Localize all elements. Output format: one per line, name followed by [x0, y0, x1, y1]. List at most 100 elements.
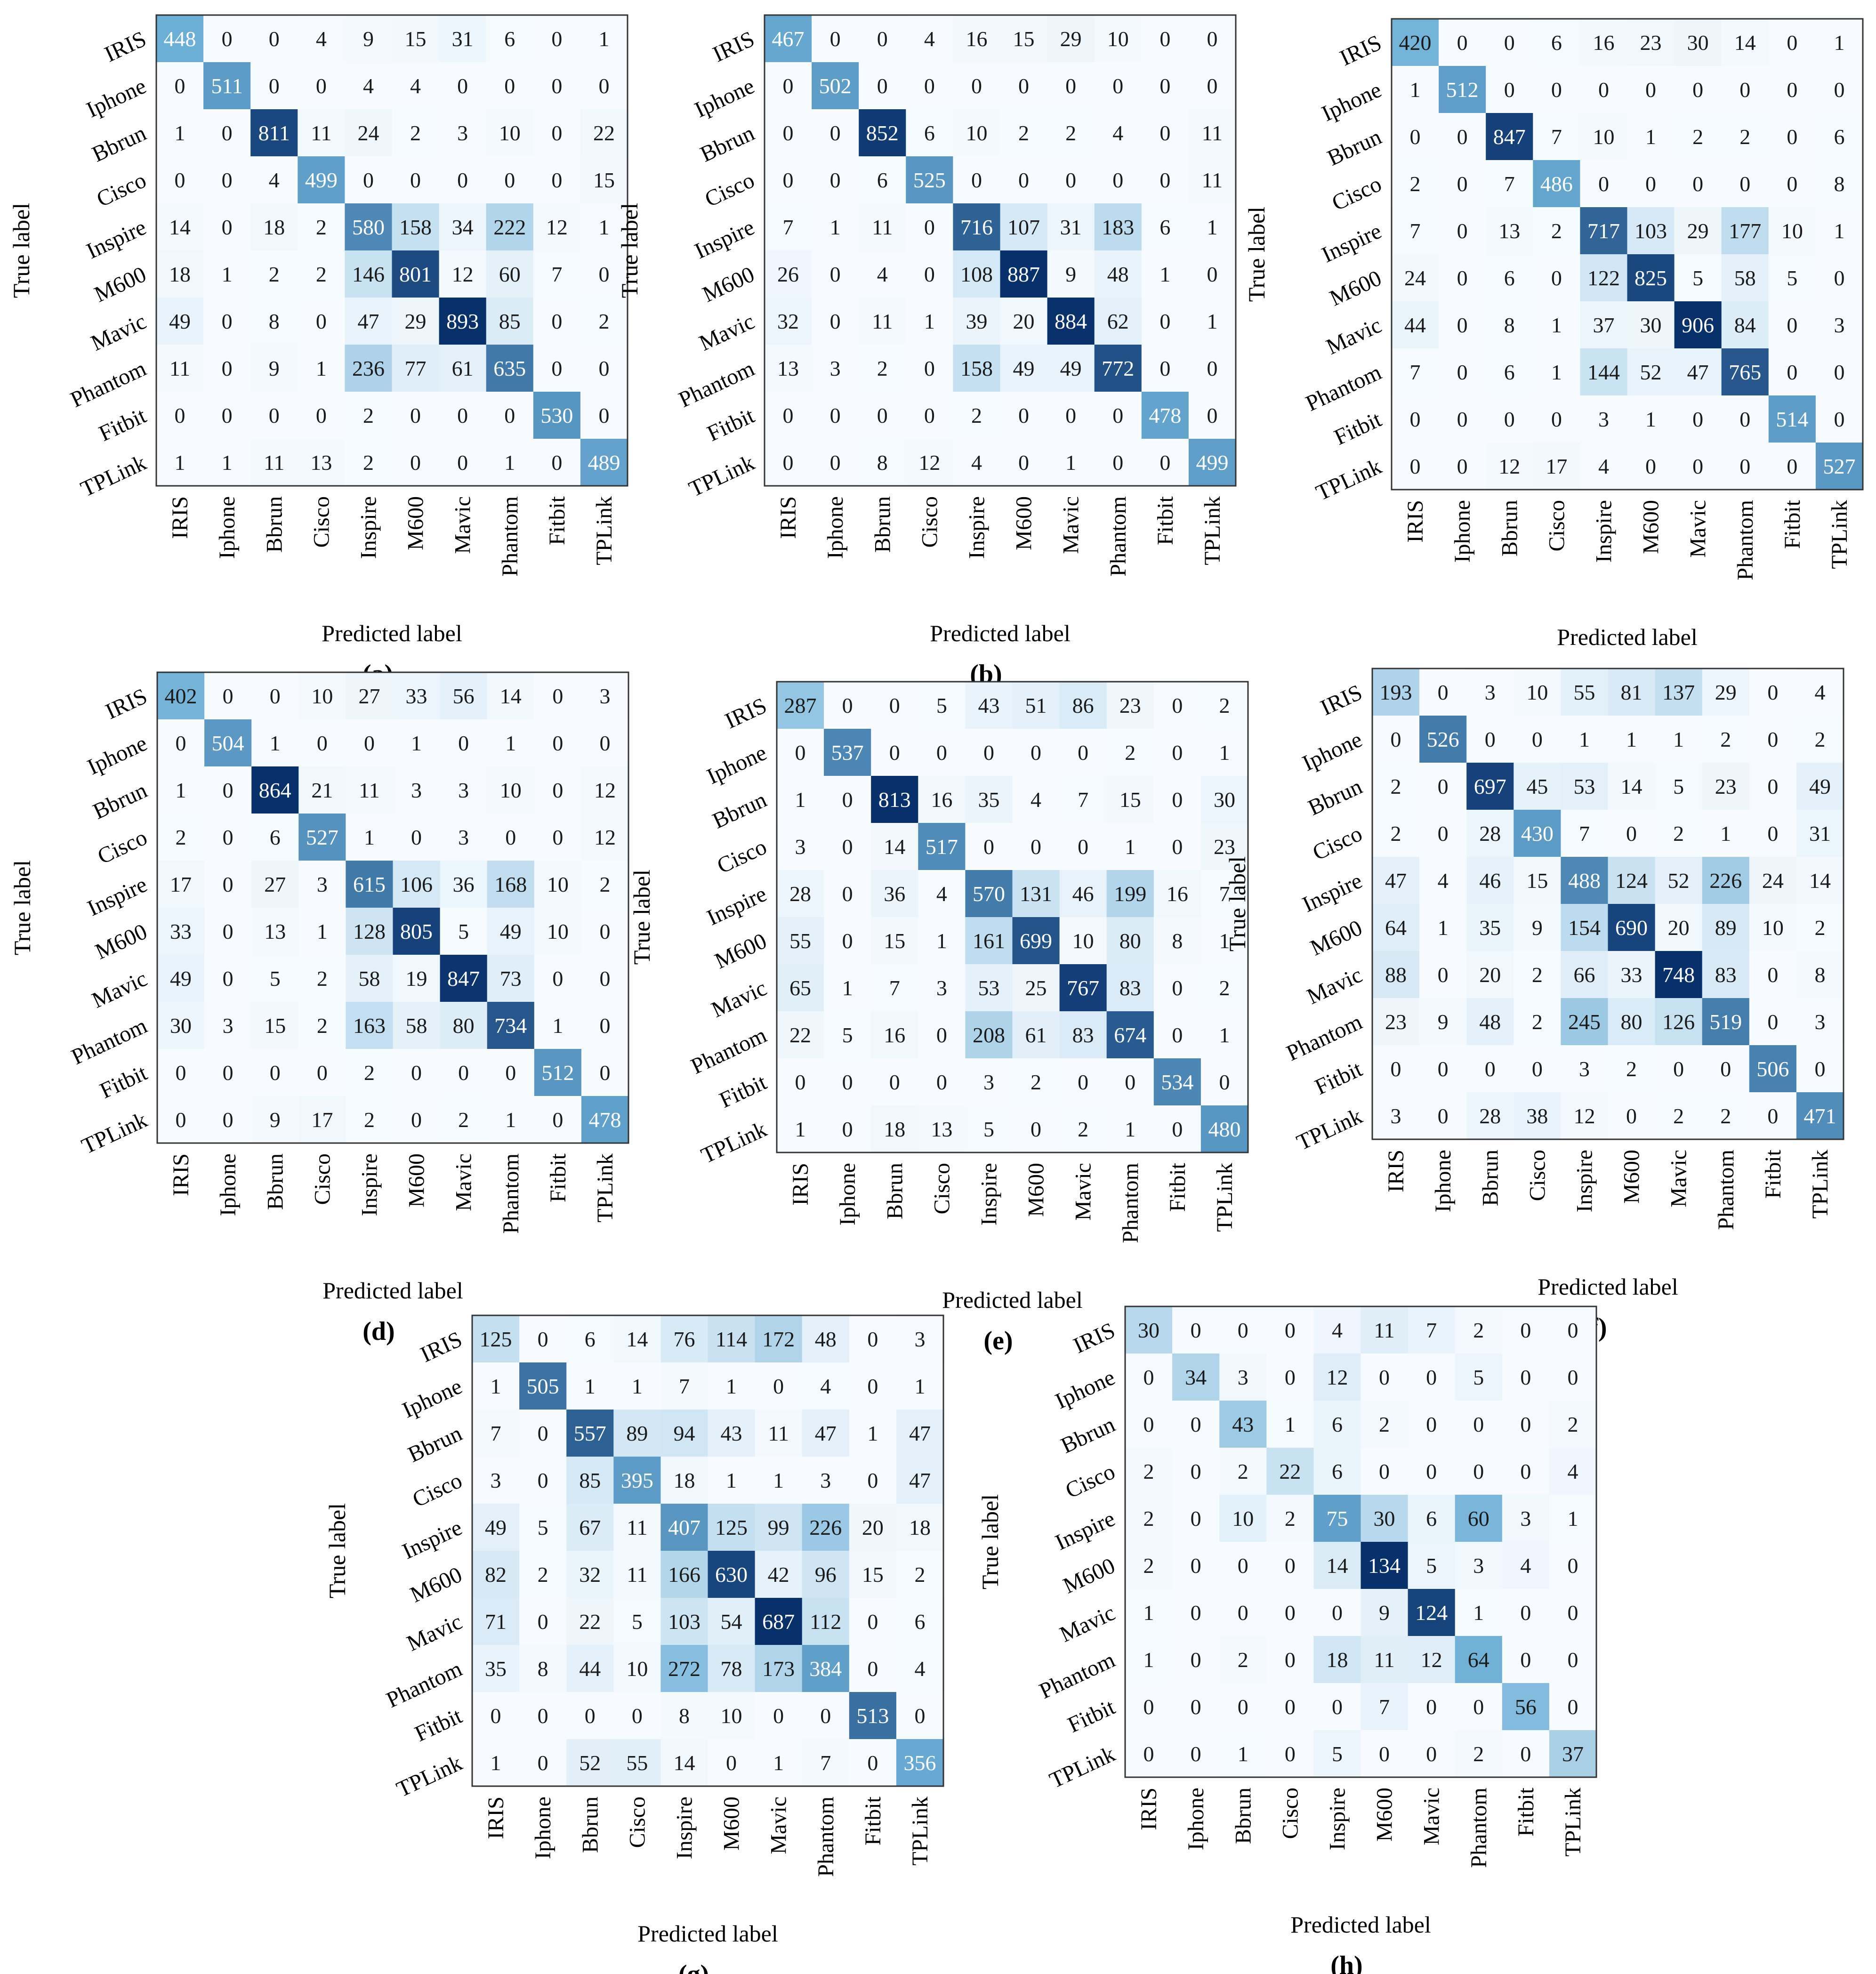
matrix-cell	[1815, 19, 1863, 66]
matrix-cell	[965, 870, 1013, 918]
matrix-cell	[1000, 345, 1048, 392]
cell-value-label: 82	[485, 1563, 507, 1587]
matrix-cell	[871, 682, 918, 729]
cell-value-label: 0	[317, 1061, 328, 1085]
cell-value-label: 0	[458, 1061, 469, 1085]
matrix-cell	[1533, 395, 1580, 443]
cell-value-label: 0	[820, 1704, 831, 1728]
matrix-cell	[1313, 1542, 1361, 1589]
matrix-cell	[472, 1410, 520, 1457]
cell-value-label: 47	[357, 309, 379, 333]
matrix-cell	[1266, 1401, 1314, 1448]
cell-value-label: 813	[878, 788, 911, 812]
matrix-cell	[1655, 810, 1703, 857]
cell-value-label: 7	[1078, 788, 1088, 812]
cell-value-label: 17	[1546, 454, 1567, 478]
matrix-cell	[566, 1362, 614, 1410]
cell-value-label: 0	[599, 919, 610, 943]
matrix-cell	[812, 15, 859, 63]
matrix-cell	[534, 908, 582, 955]
cell-value-label: 18	[673, 1468, 695, 1492]
matrix-cell	[802, 1551, 850, 1598]
matrix-cell	[251, 955, 299, 1002]
cell-value-label: 10	[966, 121, 987, 145]
cell-value-label: 47	[1687, 360, 1709, 384]
matrix-cell	[439, 62, 487, 110]
cell-value-label: 2	[1219, 976, 1230, 1000]
cell-value-label: 45	[1526, 774, 1548, 798]
cell-value-label: 717	[1587, 219, 1620, 243]
matrix-cell	[393, 1096, 441, 1144]
cell-value-label: 2	[971, 403, 982, 427]
matrix-cell	[1361, 1542, 1409, 1589]
y-tick-label: Cisco	[1309, 821, 1366, 865]
cell-value-label: 7	[783, 215, 794, 239]
y-tick-label: Inspire	[83, 872, 151, 921]
cell-value-label: 0	[1207, 27, 1217, 51]
x-tick-label: Phantom	[1714, 1150, 1739, 1230]
matrix-cell	[1466, 857, 1514, 904]
matrix-cell	[1047, 203, 1095, 251]
cell-value-label: 0	[1567, 1695, 1578, 1719]
cell-value-label: 14	[626, 1327, 648, 1351]
matrix-cell	[519, 1362, 567, 1410]
matrix-cell	[1580, 113, 1628, 161]
cell-value-label: 0	[1018, 168, 1029, 192]
cell-value-label: 0	[1238, 1695, 1248, 1719]
matrix-cell	[1106, 823, 1154, 870]
matrix-cell	[613, 1362, 661, 1410]
cell-value-label: 51	[1025, 693, 1047, 717]
cell-value-label: 0	[1551, 78, 1562, 102]
cell-value-label: 2	[1143, 1554, 1154, 1578]
matrix-cell	[859, 109, 906, 157]
cell-value-label: 0	[1191, 1459, 1201, 1483]
matrix-cell	[580, 203, 628, 251]
cell-value-label: 7	[820, 1751, 831, 1775]
matrix-cell	[812, 156, 859, 204]
matrix-cell	[1219, 1354, 1267, 1401]
x-tick-label: M600	[1619, 1150, 1644, 1204]
matrix-cell	[1721, 254, 1769, 302]
y-tick-label: Iphone	[82, 73, 150, 122]
cell-value-label: 1	[598, 27, 609, 51]
cell-value-label: 0	[983, 835, 994, 859]
cell-value-label: 0	[867, 1327, 878, 1351]
cell-value-label: 47	[1385, 869, 1407, 893]
matrix-cell	[613, 1457, 661, 1504]
cell-value-label: 5	[936, 693, 947, 717]
cell-value-label: 0	[1567, 1648, 1578, 1672]
cell-value-label: 767	[1067, 976, 1099, 1000]
cell-value-label: 0	[795, 741, 806, 765]
cell-value-label: 0	[1191, 1695, 1201, 1719]
matrix-cell	[1721, 66, 1769, 113]
matrix-cell	[755, 1692, 803, 1740]
cell-value-label: 0	[1520, 1648, 1531, 1672]
cell-value-label: 18	[884, 1117, 905, 1141]
matrix-cell	[487, 719, 535, 767]
y-tick-label: M600	[1059, 1553, 1119, 1599]
cell-value-label: 0	[830, 403, 841, 427]
cell-value-label: 0	[364, 731, 375, 755]
cell-value-label: 0	[1551, 407, 1562, 431]
matrix-cell	[1702, 1092, 1750, 1140]
matrix-cell	[1392, 254, 1439, 302]
matrix-cell	[1608, 716, 1656, 763]
cell-value-label: 158	[399, 215, 432, 239]
matrix-frame	[776, 681, 1249, 1153]
matrix-cell	[1455, 1636, 1503, 1684]
cell-value-label: 0	[1426, 1742, 1437, 1766]
matrix-cell	[1533, 113, 1580, 161]
cell-value-label: 24	[1404, 266, 1426, 290]
x-tick-label: Fitbit	[1780, 500, 1805, 549]
x-tick-label: Cisco	[1278, 1788, 1303, 1839]
matrix-cell	[1392, 207, 1439, 255]
y-tick-label: TPLink	[1293, 1104, 1366, 1155]
matrix-cell	[1580, 443, 1628, 490]
matrix-cell	[1466, 716, 1514, 763]
matrix-cell	[1502, 1589, 1550, 1636]
y-tick-label: TPLink	[1312, 454, 1385, 506]
y-tick-label: Mavic	[708, 975, 771, 1023]
matrix-cell	[755, 1410, 803, 1457]
cell-value-label: 0	[411, 1108, 422, 1132]
matrix-cell	[1674, 160, 1722, 208]
